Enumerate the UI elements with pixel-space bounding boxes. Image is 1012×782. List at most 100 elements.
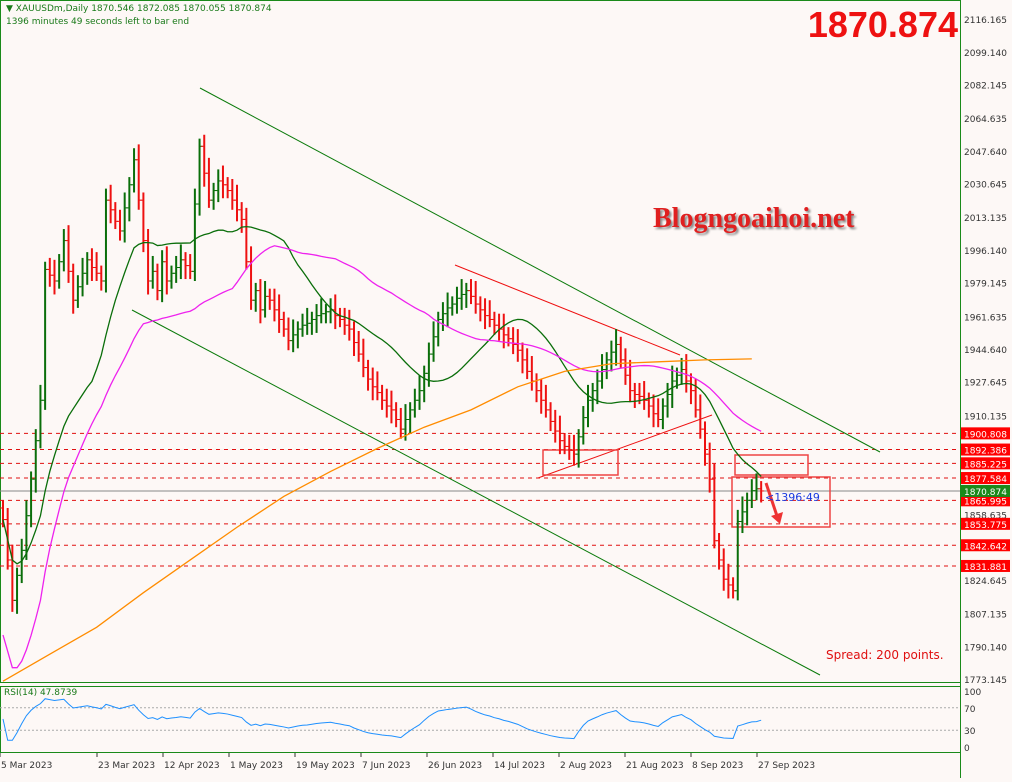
ohlc-bar — [294, 321, 301, 349]
level-price-label: 1831.881 — [964, 563, 1007, 573]
ohlc-bar — [421, 365, 428, 403]
date-axis-label: 7 Jun 2023 — [362, 761, 410, 771]
ohlc-bar — [280, 311, 287, 337]
rsi-axis-label: 70 — [964, 705, 976, 715]
ohlc-bar — [23, 500, 30, 560]
ohlc-bar — [196, 138, 203, 216]
rsi-axis-label: 30 — [964, 727, 976, 737]
ohlc-bar — [187, 254, 194, 280]
ohlc-bar — [308, 311, 315, 335]
symbol-ohlc-text: XAUUSDm,Daily 1870.546 1872.085 1870.055… — [15, 4, 272, 14]
rsi-line — [2, 698, 762, 741]
ohlc-bar — [355, 331, 362, 362]
ohlc-bar — [664, 382, 671, 418]
price-axis-label: 1910.135 — [964, 412, 1007, 422]
ohlc-bar — [468, 279, 474, 305]
ohlc-bar — [383, 388, 390, 418]
price-axis-label: 1790.140 — [964, 643, 1007, 653]
ohlc-bar — [542, 384, 549, 418]
ohlc-bar — [514, 329, 521, 362]
ohlc-bar — [88, 248, 95, 281]
level-price-tag — [961, 427, 1010, 440]
highlight-box[interactable] — [734, 454, 809, 476]
ohlc-bar — [215, 169, 222, 203]
ohlc-bar — [79, 257, 86, 297]
price-axis-label: 1858.635 — [964, 511, 1007, 521]
ohlc-bar — [271, 288, 278, 322]
trendline[interactable] — [199, 87, 881, 453]
ohlc-bar — [486, 300, 493, 328]
ohlc-bar — [163, 246, 170, 295]
ohlc-bar — [697, 394, 704, 439]
date-axis-label: 23 Mar 2023 — [98, 761, 155, 771]
ohlc-bar — [472, 280, 479, 314]
ohlc-bar — [332, 294, 339, 330]
ohlc-bar — [603, 352, 610, 380]
ohlc-bar — [65, 225, 72, 283]
ohlc-bar — [608, 340, 615, 372]
ohlc-bar — [117, 209, 123, 241]
ohlc-bar — [580, 406, 587, 445]
date-axis-label: 8 Sep 2023 — [692, 761, 743, 771]
ohlc-bar — [14, 567, 21, 614]
ohlc-bar — [397, 407, 404, 439]
ohlc-bar — [9, 544, 16, 612]
price-axis-label: 1944.640 — [964, 346, 1007, 356]
collapse-triangle-icon[interactable]: ▼ — [6, 4, 16, 14]
bar-timer-line: 1396 minutes 49 seconds left to bar end — [6, 17, 190, 27]
ohlc-bar — [191, 188, 198, 281]
symbol-ohlc-line: ▼ XAUUSDm,Daily 1870.546 1872.085 1870.0… — [6, 4, 272, 14]
level-price-label: 1892.386 — [964, 447, 1007, 457]
ohlc-bar — [374, 371, 381, 401]
price-axis-label: 1807.135 — [964, 611, 1007, 621]
level-price-tag — [961, 539, 1010, 552]
ohlc-bar — [32, 429, 39, 493]
rsi-axis-label: 100 — [964, 688, 981, 698]
price-axis-label: 1927.645 — [964, 379, 1007, 389]
trendline[interactable] — [454, 264, 681, 356]
level-price-label: 1842.642 — [964, 542, 1007, 552]
ohlc-bar — [360, 338, 367, 378]
ohlc-bar — [552, 409, 559, 443]
ohlc-bar — [547, 402, 554, 432]
spread-label: Spread: 200 points. — [826, 648, 944, 662]
ohlc-bar — [346, 309, 353, 341]
ohlc-bar — [318, 298, 325, 324]
ohlc-bar — [655, 398, 662, 428]
trendline[interactable] — [537, 414, 713, 479]
rsi-title: RSI(14) 47.8739 — [4, 688, 78, 698]
level-price-label: 1853.775 — [964, 521, 1007, 531]
down-arrow-head-icon — [771, 512, 783, 524]
price-axis-label: 1996.140 — [964, 247, 1007, 257]
ohlc-bar — [449, 296, 456, 316]
ohlc-bar — [730, 577, 737, 599]
ohlc-bar — [744, 492, 751, 526]
date-axis-label: 2 Aug 2023 — [560, 761, 612, 771]
ohlc-bar — [149, 255, 156, 289]
ohlc-bar — [716, 533, 723, 570]
ohlc-bar — [168, 265, 175, 289]
moving-average-slow — [2, 358, 752, 682]
ohlc-bar — [524, 348, 531, 380]
ohlc-bar — [435, 311, 442, 347]
highlight-box[interactable] — [542, 449, 619, 476]
ohlc-bar — [37, 384, 44, 449]
ohlc-bar — [28, 471, 35, 528]
price-axis-label: 1824.645 — [964, 577, 1007, 587]
highlight-box[interactable] — [731, 476, 831, 528]
main-pane-frame — [0, 0, 961, 683]
date-axis-label: 12 Apr 2023 — [164, 761, 220, 771]
ohlc-bar — [561, 432, 568, 455]
watermark: Blogngoaihoi.net — [653, 203, 855, 234]
date-axis-label: 26 Jun 2023 — [428, 761, 482, 771]
ohlc-bar — [594, 369, 601, 405]
trendline[interactable] — [131, 309, 821, 676]
down-arrow-icon — [764, 482, 779, 517]
date-axis-label: 27 Sep 2023 — [758, 761, 815, 771]
price-axis-label: 2047.640 — [964, 148, 1007, 158]
price-axis-label: 2116.165 — [964, 16, 1007, 26]
ohlc-bar — [351, 321, 357, 357]
ohlc-bar — [336, 307, 343, 328]
